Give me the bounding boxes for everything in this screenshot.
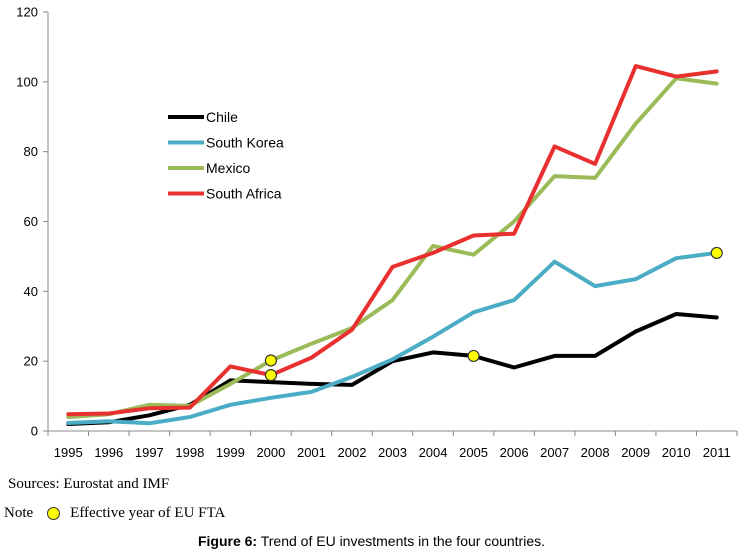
fta-marker-point <box>467 349 480 363</box>
fta-marker-point <box>264 369 278 382</box>
line-chart: 0 20 40 60 80 100 120 1995 1996 1997 1998 1999 2000 2… <box>16 5 738 460</box>
legend-label: Mexico <box>206 160 251 176</box>
x-tick-label: 2010 <box>662 445 691 460</box>
y-tick-label: 120 <box>16 5 38 20</box>
y-tick-label: 0 <box>31 424 38 439</box>
chart-series-lines <box>66 64 719 426</box>
x-tick-label: 1996 <box>94 445 123 460</box>
fta-marker-point <box>264 354 278 367</box>
x-tick-label: 2008 <box>581 445 610 460</box>
legend-label: South Korea <box>206 135 284 151</box>
chart-axes: 0 20 40 60 80 100 120 1995 1996 1997 1998 1999 2000 2… <box>16 5 738 460</box>
series-line-south-africa <box>66 64 719 417</box>
x-tick-label: 2000 <box>256 445 285 460</box>
caption-text: Trend of EU investments in the four coun… <box>257 533 546 549</box>
x-tick-label: 1997 <box>135 445 164 460</box>
y-tick-label: 40 <box>24 284 38 299</box>
x-tick-label: 1999 <box>216 445 245 460</box>
x-tick-label: 1998 <box>175 445 204 460</box>
x-tick-label: 2011 <box>703 445 731 460</box>
legend-label: Chile <box>206 109 238 125</box>
x-tick-label: 2005 <box>459 445 488 460</box>
note-row: Note Effective year of EU FTA <box>4 505 225 522</box>
x-tick-label: 1995 <box>54 445 83 460</box>
y-tick-label: 60 <box>24 214 38 229</box>
note-text: Effective year of EU FTA <box>70 505 226 521</box>
y-tick-label: 20 <box>24 354 38 369</box>
x-tick-label: 2009 <box>621 445 650 460</box>
series-line-mexico <box>66 76 719 419</box>
x-tick-label: 2004 <box>419 445 448 460</box>
y-tick-label: 80 <box>24 144 38 159</box>
x-tick-label: 2003 <box>378 445 407 460</box>
note-label: Note <box>4 505 34 521</box>
x-tick-label: 2006 <box>500 445 529 460</box>
caption-label: Figure 6: <box>197 533 258 549</box>
fta-markers <box>264 246 723 382</box>
series-line-south-korea <box>66 250 719 426</box>
chart-legend: Chile South Korea Mexico South Africa <box>168 109 284 202</box>
fta-marker-icon <box>47 507 61 520</box>
sources-note: Sources: Eurostat and IMF <box>8 476 170 492</box>
x-tick-label: 2002 <box>338 445 367 460</box>
fta-marker-point <box>710 246 723 260</box>
legend-label: South Africa <box>206 186 282 202</box>
x-tick-label: 2007 <box>540 445 569 460</box>
y-tick-label: 100 <box>16 74 38 89</box>
figure-caption: Figure 6: Trend of EU investments in the… <box>0 533 743 549</box>
x-tick-label: 2001 <box>297 445 326 460</box>
